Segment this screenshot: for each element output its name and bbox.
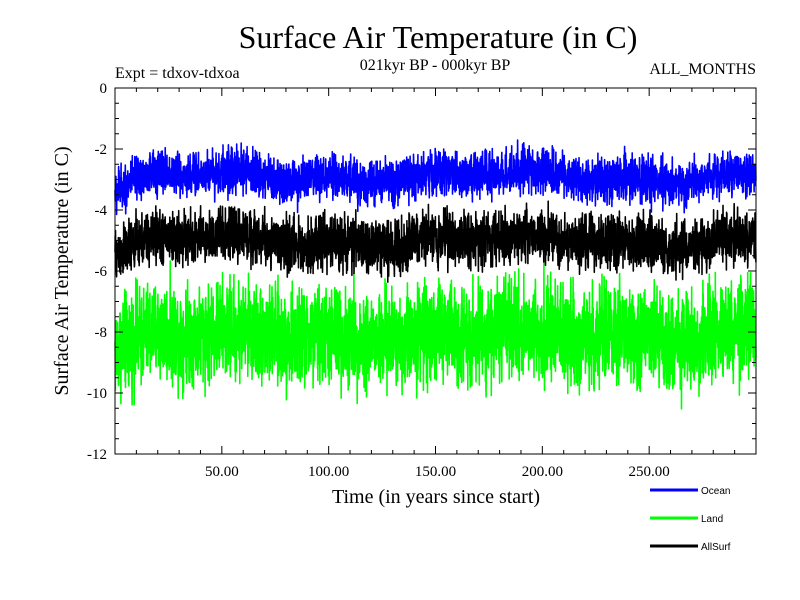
y-tick-label: -12: [87, 447, 107, 463]
x-tick-label: 100.00: [308, 464, 349, 480]
y-tick-label: -10: [87, 386, 107, 402]
series-layer: [114, 139, 757, 410]
x-tick-label: 250.00: [629, 464, 670, 480]
series-ocean-line: [114, 139, 757, 216]
x-tick-label: 200.00: [522, 464, 563, 480]
x-tick-label: 150.00: [415, 464, 456, 480]
legend: Ocean Land AllSurf: [650, 486, 731, 553]
months-label: ALL_MONTHS: [649, 61, 756, 78]
legend-label-land: Land: [701, 514, 723, 525]
expt-label: Expt = tdxov-tdxoa: [115, 65, 240, 82]
y-axis-label: Surface Air Temperature (in C): [51, 146, 73, 395]
y-tick-label: -2: [95, 142, 108, 158]
plot-frame: [114, 87, 757, 455]
x-tick-label: 50.00: [205, 464, 239, 480]
series-allsurf-line: [114, 200, 757, 283]
legend-label-allsurf: AllSurf: [701, 542, 731, 553]
y-tick-label: -6: [95, 264, 108, 280]
y-tick-label: -8: [95, 325, 108, 341]
chart-title: Surface Air Temperature (in C): [239, 19, 638, 55]
x-axis-label: Time (in years since start): [332, 486, 540, 508]
y-tick-label: 0: [100, 81, 108, 97]
series-land-line: [114, 260, 757, 410]
x-axis: 50.00 100.00 150.00 200.00 250.00: [135, 88, 736, 480]
y-axis: 0 -2 -4 -6 -8 -10 -12: [87, 81, 756, 463]
chart-subtitle: 021kyr BP - 000kyr BP: [360, 57, 511, 74]
legend-label-ocean: Ocean: [701, 486, 730, 497]
y-tick-label: -4: [95, 203, 108, 219]
